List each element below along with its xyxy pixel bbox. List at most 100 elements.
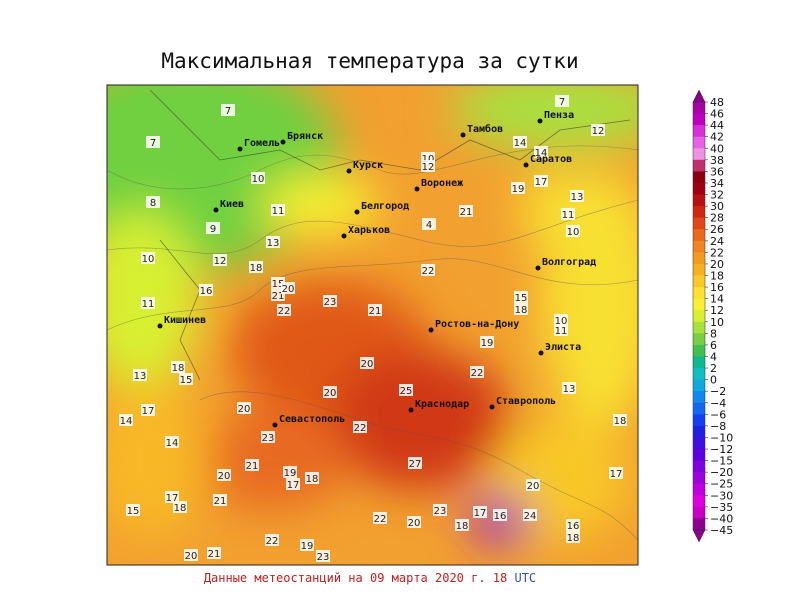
colorbar-label: 14 — [710, 293, 724, 306]
footer-text: Данные метеостанций на 09 марта 2020 г. … — [204, 571, 507, 585]
station-value: 10 — [422, 154, 435, 165]
station-value: 17 — [535, 177, 548, 188]
station-value: 10 — [567, 227, 580, 238]
colorbar-segment — [693, 344, 705, 357]
colorbar-label: 44 — [710, 119, 724, 132]
colorbar-label: −4 — [710, 397, 726, 410]
station-box — [146, 196, 160, 208]
station-box — [171, 361, 185, 373]
colorbar-segment — [693, 460, 705, 473]
colorbar-label: 10 — [710, 316, 724, 329]
station-value: 15 — [272, 279, 285, 290]
city-name: Саратов — [530, 154, 572, 165]
station-value: 19 — [301, 541, 314, 552]
station-value: 21 — [246, 461, 259, 472]
station-value: 18 — [250, 263, 263, 274]
colorbar-segment — [693, 240, 705, 253]
station-box — [421, 264, 435, 276]
colorbar-segment — [693, 217, 705, 230]
station-value: 20 — [324, 388, 337, 399]
colorbar-segment — [693, 379, 705, 392]
station-box — [265, 534, 279, 546]
colorbar-segment — [693, 368, 705, 381]
colorbar-label: −15 — [710, 455, 733, 468]
city-name: Брянск — [287, 131, 323, 142]
colorbar-segment — [693, 194, 705, 207]
colorbar-segment — [693, 148, 705, 161]
station-box — [368, 304, 382, 316]
city-dot — [537, 118, 543, 124]
station-box — [281, 282, 295, 294]
station-value: 21 — [214, 496, 227, 507]
colorbar-segment — [693, 472, 705, 485]
colorbar-label: −10 — [710, 431, 733, 444]
station-box — [433, 504, 447, 516]
station-value: 22 — [422, 266, 435, 277]
city-dot — [272, 422, 278, 428]
city-dot — [213, 207, 219, 213]
colorbar-label: 20 — [710, 258, 724, 271]
station-box — [213, 494, 227, 506]
colorbar-segment — [693, 229, 705, 242]
colorbar-label: −45 — [710, 524, 733, 537]
station-box — [237, 402, 251, 414]
station-value: 20 — [282, 284, 295, 295]
station-value: 18 — [567, 533, 580, 544]
city-name: Ставрополь — [496, 396, 556, 407]
colorbar-label: −6 — [710, 408, 726, 421]
station-value: 23 — [317, 552, 330, 563]
station-box — [173, 501, 187, 513]
station-value: 21 — [460, 207, 473, 218]
colorbar-label: 4 — [710, 350, 717, 363]
colorbar-label: 46 — [710, 108, 724, 121]
station-box — [286, 478, 300, 490]
station-value: 25 — [400, 386, 413, 397]
colorbar-segment — [693, 321, 705, 334]
city-dot — [414, 186, 420, 192]
city-dot — [408, 407, 414, 413]
colorbar-label: 2 — [710, 362, 717, 375]
colorbar-label: 28 — [710, 212, 724, 225]
city-dot — [280, 139, 286, 145]
station-value: 18 — [174, 503, 187, 514]
colorbar-label: −25 — [710, 478, 733, 491]
station-box — [470, 366, 484, 378]
station-box — [141, 404, 155, 416]
station-value: 20 — [218, 471, 231, 482]
station-value: 14 — [535, 148, 548, 159]
city-name: Воронеж — [421, 178, 463, 189]
station-value: 19 — [512, 184, 525, 195]
station-value: 12 — [592, 126, 605, 137]
colorbar-segment — [693, 171, 705, 184]
station-value: 14 — [120, 416, 133, 427]
station-value: 14 — [514, 138, 527, 149]
station-box — [422, 218, 436, 230]
station-box — [165, 436, 179, 448]
station-box — [526, 479, 540, 491]
colorbar-segment — [693, 414, 705, 427]
station-value: 22 — [471, 368, 484, 379]
station-box — [407, 516, 421, 528]
station-value: 15 — [515, 293, 528, 304]
station-box — [421, 160, 435, 172]
station-box — [199, 284, 213, 296]
station-box — [566, 225, 580, 237]
station-box — [566, 531, 580, 543]
station-box — [206, 222, 220, 234]
station-box — [213, 254, 227, 266]
city-name: Волгоград — [542, 257, 596, 268]
colorbar-segment — [693, 483, 705, 496]
station-value: 8 — [150, 198, 156, 209]
station-value: 10 — [142, 254, 155, 265]
colorbar-label: 48 — [710, 96, 724, 109]
colorbar-label: −2 — [710, 385, 726, 398]
station-box — [562, 382, 576, 394]
station-value: 19 — [481, 338, 494, 349]
colorbar-label: 42 — [710, 131, 724, 144]
station-box — [119, 414, 133, 426]
city-name: Тамбов — [467, 123, 503, 135]
station-box — [323, 386, 337, 398]
station-value: 17 — [287, 480, 300, 491]
station-value: 17 — [166, 493, 179, 504]
